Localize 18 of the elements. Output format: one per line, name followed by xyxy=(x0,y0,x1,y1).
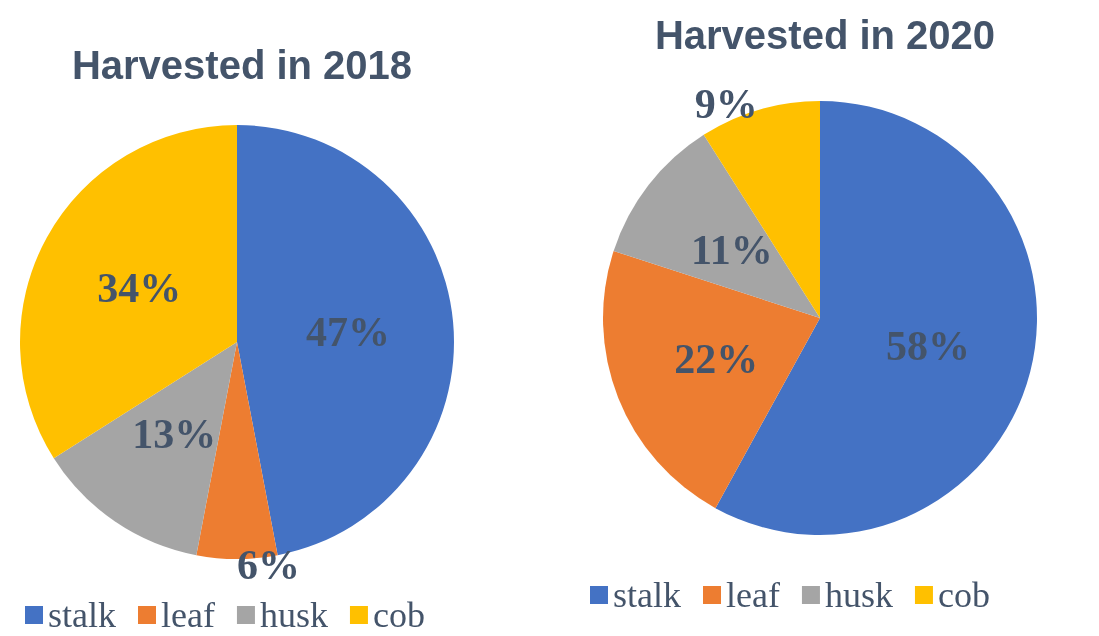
legend-label: cob xyxy=(372,595,425,635)
legend-label: leaf xyxy=(725,575,780,615)
data-label: 6% xyxy=(237,542,300,588)
data-label: 11% xyxy=(691,226,773,273)
chart-title: Harvested in 2020 xyxy=(654,13,996,57)
data-label: 34% xyxy=(97,265,182,312)
legend-label: stalk xyxy=(48,595,116,635)
data-label: 9% xyxy=(694,80,758,127)
legend-label: stalk xyxy=(613,575,681,615)
data-label: 58% xyxy=(886,322,970,369)
legend-label: husk xyxy=(824,575,893,615)
legend-label: cob xyxy=(937,575,990,615)
chart-title: Harvested in 2018 xyxy=(71,43,413,87)
legend-label: husk xyxy=(259,595,328,635)
data-label: 13% xyxy=(132,411,217,458)
data-label: 47% xyxy=(306,308,391,355)
data-label: 22% xyxy=(674,336,759,383)
legend-label: leaf xyxy=(160,595,215,635)
